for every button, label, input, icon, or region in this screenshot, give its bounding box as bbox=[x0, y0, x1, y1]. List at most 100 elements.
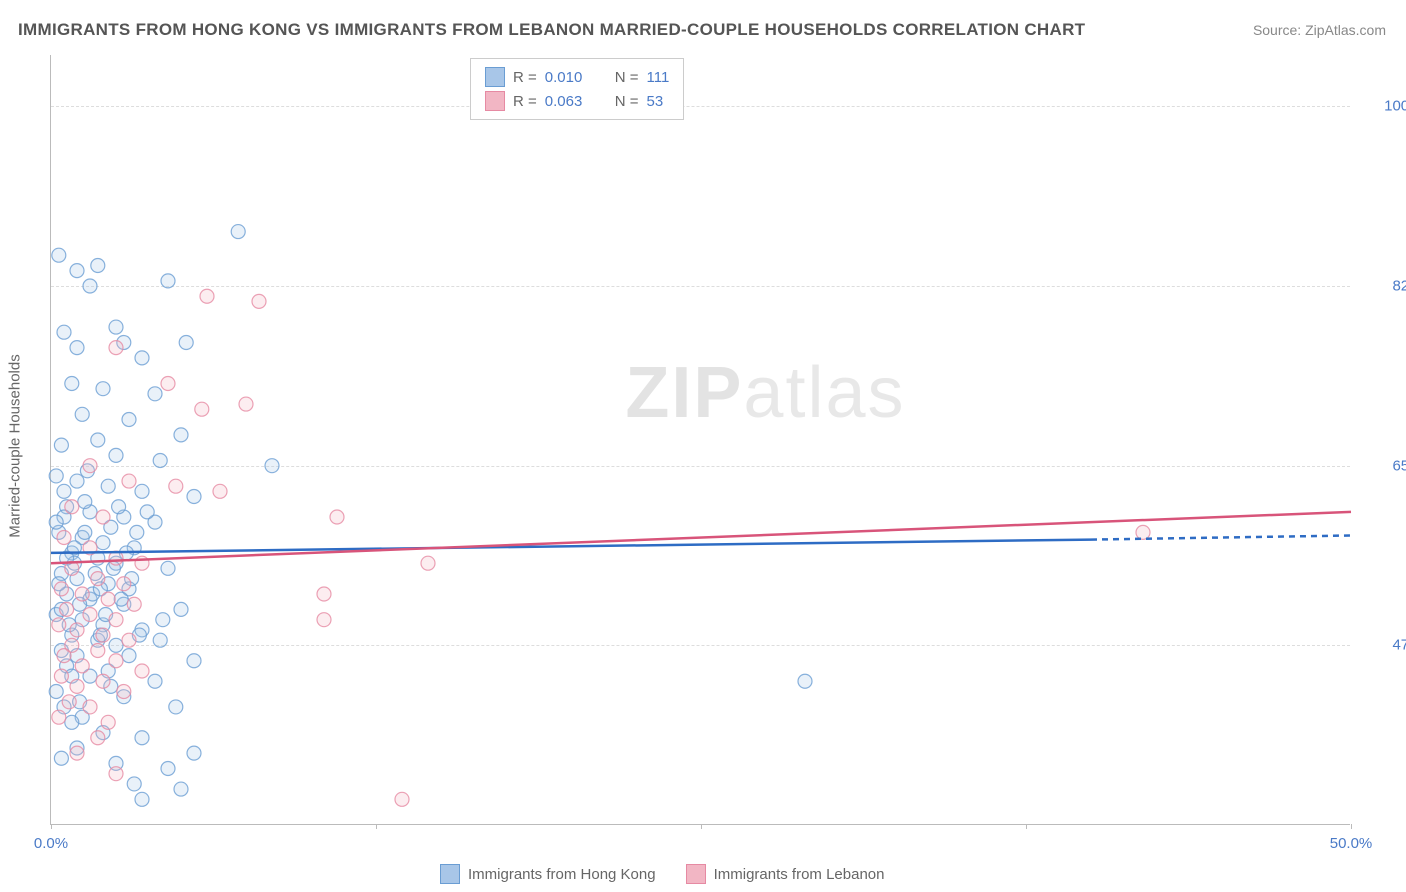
scatter-point bbox=[70, 474, 84, 488]
r-value-lb: 0.063 bbox=[545, 93, 595, 110]
r-label: R = bbox=[513, 93, 537, 110]
scatter-point bbox=[83, 459, 97, 473]
scatter-point bbox=[101, 479, 115, 493]
scatter-point bbox=[187, 489, 201, 503]
y-tick-label: 100.0% bbox=[1360, 98, 1406, 115]
x-tick-mark bbox=[51, 824, 52, 829]
scatter-point bbox=[135, 484, 149, 498]
source-attribution: Source: ZipAtlas.com bbox=[1253, 22, 1386, 38]
scatter-point bbox=[252, 294, 266, 308]
scatter-point bbox=[54, 751, 68, 765]
scatter-point bbox=[57, 649, 71, 663]
legend-stats: R = 0.010 N = 111 R = 0.063 N = 53 bbox=[470, 58, 684, 120]
scatter-point bbox=[109, 613, 123, 627]
scatter-point bbox=[49, 469, 63, 483]
scatter-point bbox=[148, 674, 162, 688]
scatter-point bbox=[91, 643, 105, 657]
chart-title: IMMIGRANTS FROM HONG KONG VS IMMIGRANTS … bbox=[18, 20, 1085, 40]
scatter-point bbox=[54, 438, 68, 452]
scatter-point bbox=[96, 510, 110, 524]
legend-item-lb: Immigrants from Lebanon bbox=[686, 864, 885, 884]
scatter-point bbox=[96, 628, 110, 642]
trend-line bbox=[1091, 535, 1351, 539]
x-tick-mark bbox=[376, 824, 377, 829]
scatter-point bbox=[213, 484, 227, 498]
scatter-point bbox=[265, 459, 279, 473]
scatter-point bbox=[109, 320, 123, 334]
n-label: N = bbox=[615, 93, 639, 110]
scatter-point bbox=[52, 710, 66, 724]
scatter-point bbox=[96, 382, 110, 396]
scatter-point bbox=[156, 613, 170, 627]
scatter-point bbox=[421, 556, 435, 570]
scatter-point bbox=[101, 715, 115, 729]
scatter-point bbox=[83, 608, 97, 622]
scatter-point bbox=[57, 531, 71, 545]
scatter-point bbox=[75, 659, 89, 673]
swatch-hk bbox=[485, 67, 505, 87]
scatter-point bbox=[330, 510, 344, 524]
scatter-point bbox=[317, 587, 331, 601]
scatter-point bbox=[395, 792, 409, 806]
scatter-point bbox=[52, 618, 66, 632]
legend-item-hk: Immigrants from Hong Kong bbox=[440, 864, 656, 884]
chart-container: IMMIGRANTS FROM HONG KONG VS IMMIGRANTS … bbox=[0, 0, 1406, 892]
scatter-point bbox=[169, 479, 183, 493]
x-tick-mark bbox=[701, 824, 702, 829]
scatter-point bbox=[122, 474, 136, 488]
scatter-point bbox=[57, 484, 71, 498]
scatter-point bbox=[174, 428, 188, 442]
trend-line bbox=[51, 512, 1351, 563]
swatch-lb bbox=[485, 91, 505, 111]
scatter-point bbox=[49, 515, 63, 529]
scatter-point bbox=[70, 264, 84, 278]
scatter-point bbox=[153, 454, 167, 468]
scatter-point bbox=[96, 674, 110, 688]
scatter-point bbox=[1136, 525, 1150, 539]
series-label-hk: Immigrants from Hong Kong bbox=[468, 866, 656, 883]
scatter-point bbox=[169, 700, 183, 714]
scatter-point bbox=[78, 495, 92, 509]
scatter-point bbox=[91, 731, 105, 745]
scatter-point bbox=[122, 649, 136, 663]
scatter-point bbox=[65, 500, 79, 514]
scatter-point bbox=[70, 679, 84, 693]
scatter-point bbox=[109, 638, 123, 652]
scatter-point bbox=[83, 700, 97, 714]
swatch-hk bbox=[440, 864, 460, 884]
legend-stats-row-hk: R = 0.010 N = 111 bbox=[485, 65, 669, 89]
plot-svg bbox=[51, 55, 1350, 824]
n-value-lb: 53 bbox=[647, 93, 664, 110]
scatter-point bbox=[127, 597, 141, 611]
scatter-point bbox=[174, 782, 188, 796]
legend-stats-row-lb: R = 0.063 N = 53 bbox=[485, 89, 669, 113]
scatter-point bbox=[200, 289, 214, 303]
scatter-point bbox=[317, 613, 331, 627]
scatter-point bbox=[161, 561, 175, 575]
x-tick-label: 50.0% bbox=[1330, 835, 1373, 852]
scatter-point bbox=[117, 685, 131, 699]
scatter-point bbox=[122, 633, 136, 647]
scatter-point bbox=[161, 762, 175, 776]
series-label-lb: Immigrants from Lebanon bbox=[714, 866, 885, 883]
y-tick-label: 47.5% bbox=[1360, 637, 1406, 654]
scatter-point bbox=[130, 525, 144, 539]
scatter-point bbox=[187, 746, 201, 760]
scatter-point bbox=[83, 279, 97, 293]
scatter-point bbox=[127, 777, 141, 791]
scatter-point bbox=[70, 746, 84, 760]
scatter-point bbox=[75, 587, 89, 601]
n-value-hk: 111 bbox=[647, 69, 670, 86]
scatter-point bbox=[91, 258, 105, 272]
n-label: N = bbox=[615, 69, 639, 86]
scatter-point bbox=[140, 505, 154, 519]
scatter-point bbox=[153, 633, 167, 647]
r-label: R = bbox=[513, 69, 537, 86]
scatter-point bbox=[109, 767, 123, 781]
scatter-point bbox=[54, 582, 68, 596]
scatter-point bbox=[49, 685, 63, 699]
plot-area: ZIPatlas 47.5%65.0%82.5%100.0% 0.0%50.0% bbox=[50, 55, 1350, 825]
scatter-point bbox=[62, 695, 76, 709]
scatter-point bbox=[161, 377, 175, 391]
scatter-point bbox=[798, 674, 812, 688]
